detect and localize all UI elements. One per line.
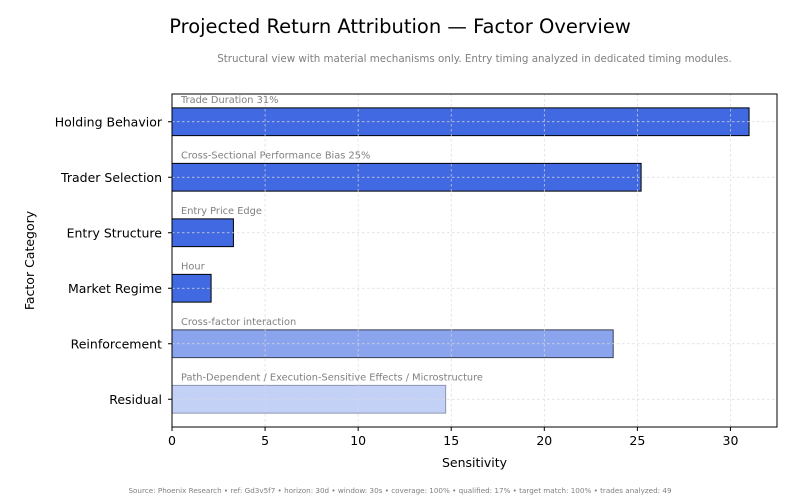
bar — [171, 329, 614, 359]
bar-annotation: Cross-factor interaction — [181, 317, 296, 328]
x-tick-label: 30 — [723, 433, 739, 448]
axis-layer: 0 5 10 15 20 25 30 Holding Behavior Trader Selec… — [55, 114, 739, 448]
x-tick-label: 0 — [168, 433, 176, 448]
bar-annotation: Hour — [181, 261, 206, 272]
bar-annotation: Path-Dependent / Execution-Sensitive Eff… — [181, 372, 483, 383]
bar-annotation: Trade Duration 31% — [180, 95, 278, 106]
x-tick-label: 15 — [443, 433, 459, 448]
y-tick-label: Residual — [109, 392, 162, 407]
y-axis-label: Factor Category — [22, 210, 37, 310]
x-tick-label: 20 — [536, 433, 552, 448]
x-tick-label: 10 — [350, 433, 366, 448]
y-tick-label: Trader Selection — [60, 170, 162, 185]
x-tick-label: 25 — [629, 433, 645, 448]
plot-frame — [171, 93, 778, 428]
chart-title: Projected Return Attribution — Factor Ov… — [169, 15, 631, 38]
x-axis-label: Sensitivity — [442, 455, 508, 470]
y-tick-label: Holding Behavior — [55, 114, 163, 129]
chart-subtitle: Structural view with material mechanisms… — [217, 53, 732, 65]
annotation-layer: Trade Duration 31% Cross-Sectional Perfor… — [180, 95, 483, 384]
bar-annotation: Entry Price Edge — [181, 206, 262, 217]
x-tick-label: 5 — [261, 433, 269, 448]
y-tick-label: Entry Structure — [67, 225, 163, 240]
y-tick-label: Reinforcement — [71, 336, 162, 351]
source-footer: Source: Phoenix Research • ref: Gd3v5f7 … — [128, 486, 672, 495]
bar-annotation: Cross-Sectional Performance Bias 25% — [181, 150, 370, 161]
y-tick-label: Market Regime — [68, 281, 162, 296]
